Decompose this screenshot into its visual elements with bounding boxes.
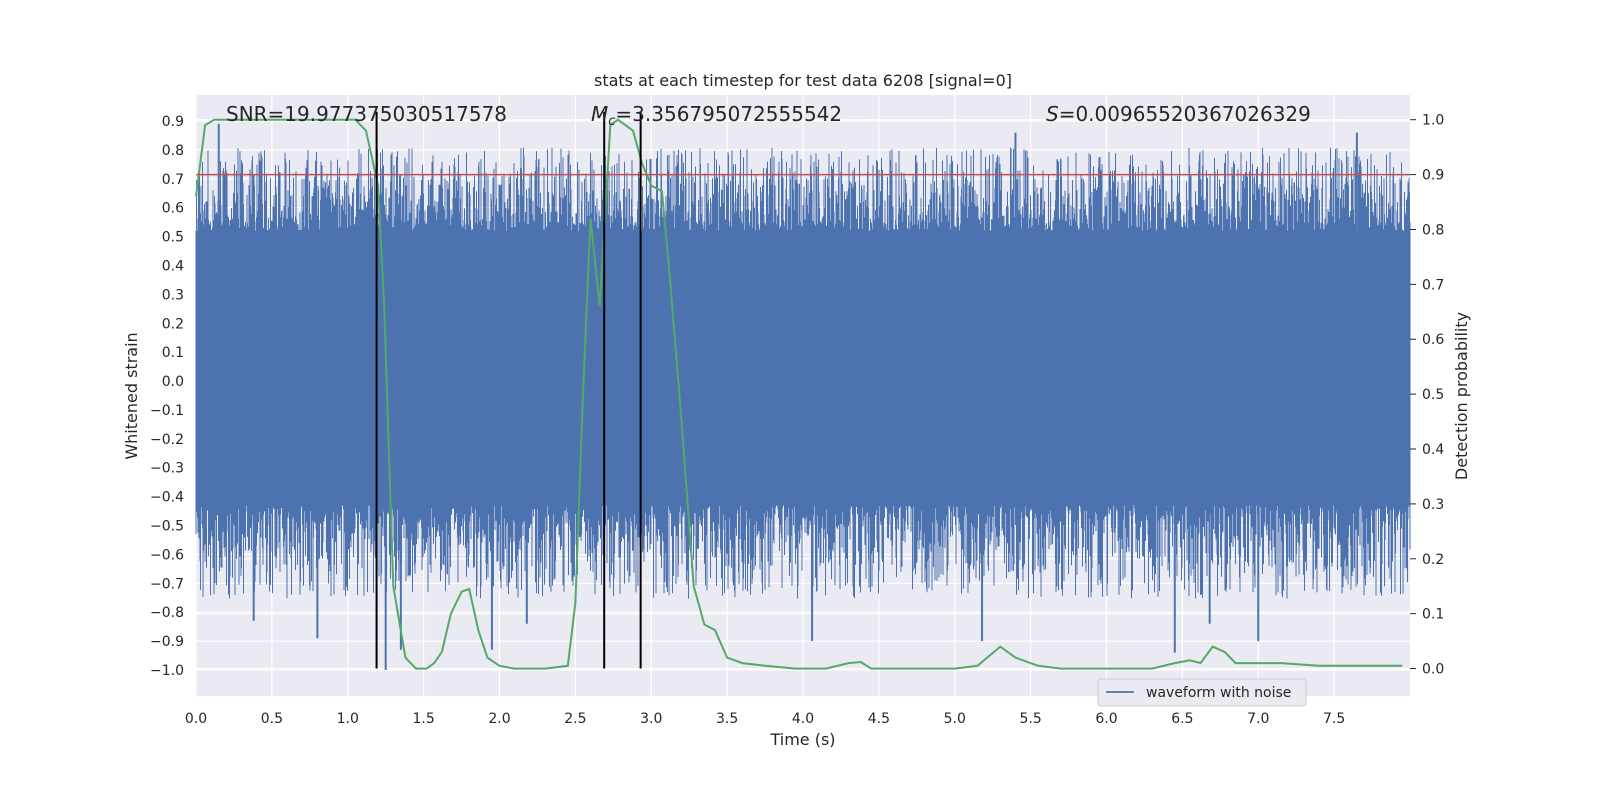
y-tick-label: −0.3 xyxy=(150,461,184,477)
y2-tick-label: 0.0 xyxy=(1422,662,1444,678)
y2-tick-label: 1.0 xyxy=(1422,113,1444,129)
detection-probability-line xyxy=(195,118,1403,670)
chart-title: stats at each timestep for test data 620… xyxy=(594,71,1012,90)
reference-lines-layer xyxy=(196,111,1410,669)
y-tick-label: 0.4 xyxy=(162,258,184,274)
noise-core-band xyxy=(196,230,1410,506)
y-tick-label: 0.3 xyxy=(162,287,184,303)
legend-label-waveform: waveform with noise xyxy=(1146,685,1291,701)
x-tick-label: 7.5 xyxy=(1323,711,1345,727)
y2-tick-label: 0.5 xyxy=(1422,387,1444,403)
y-tick-label: 0.7 xyxy=(162,172,184,188)
y2-tick-label: 0.9 xyxy=(1422,168,1444,184)
x-tick-label: 6.0 xyxy=(1095,711,1117,727)
legend: waveform with noise xyxy=(1097,678,1307,707)
y2-tick-label: 0.1 xyxy=(1422,607,1444,623)
x-tick-label: 7.0 xyxy=(1247,711,1269,727)
y-tick-label: 0.6 xyxy=(162,201,184,217)
chirp-mass-annotation: Mc=3.356795072555542 xyxy=(591,102,842,129)
y2-tick-label: 0.7 xyxy=(1422,277,1444,293)
x-tick-label: 1.0 xyxy=(337,711,359,727)
chirp-mass-symbol: M xyxy=(591,102,608,126)
x-tick-label: 5.5 xyxy=(1019,711,1041,727)
snr-annotation: SNR=19.977375030517578 xyxy=(226,102,507,126)
x-tick-label: 0.5 xyxy=(261,711,283,727)
y-axis-label: Whitened strain xyxy=(122,332,141,459)
chirp-mass-value: =3.356795072555542 xyxy=(615,102,842,126)
x-tick-label: 3.5 xyxy=(716,711,738,727)
x-tick-labels: 0.0 0.5 1.0 1.5 2.0 2.5 3.0 3.5 4.0 4.5 5.0 5.5 6.0 6… xyxy=(185,711,1345,727)
chirp-mass-subscript: c xyxy=(608,114,615,129)
s-value: =0.00965520367026329 xyxy=(1059,102,1311,126)
y-tick-label: 0.5 xyxy=(162,230,184,246)
y-tick-label: 0.0 xyxy=(162,374,184,390)
x-tick-label: 1.5 xyxy=(412,711,434,727)
x-tick-label: 3.0 xyxy=(640,711,662,727)
y-tick-label: −1.0 xyxy=(150,663,184,679)
x-axis-label: Time (s) xyxy=(769,730,835,749)
y2-axis-label: Detection probability xyxy=(1452,312,1471,480)
y-tick-label: 0.1 xyxy=(162,345,184,361)
x-tick-label: 2.5 xyxy=(564,711,586,727)
y-tick-label: −0.4 xyxy=(150,490,184,506)
s-annotation: S=0.00965520367026329 xyxy=(1046,102,1311,126)
x-tick-label: 2.0 xyxy=(488,711,510,727)
y2-tick-label: 0.4 xyxy=(1422,442,1444,458)
y-tick-label: −0.8 xyxy=(150,605,184,621)
y-tick-labels: 0.9 0.8 0.7 0.6 0.5 0.4 0.3 0.2 0.1 0.0 −0.1 −0.2 −0… xyxy=(150,114,184,679)
y-tick-label: −0.6 xyxy=(150,547,184,563)
noise-series-layer xyxy=(195,123,1411,670)
y-tick-label: −0.2 xyxy=(150,432,184,448)
x-tick-label: 6.5 xyxy=(1171,711,1193,727)
y-tick-label: 0.9 xyxy=(162,114,184,130)
y-tick-label: −0.9 xyxy=(150,634,184,650)
x-tick-label: 4.5 xyxy=(868,711,890,727)
y-tick-label: 0.8 xyxy=(162,143,184,159)
y2-tick-label: 0.6 xyxy=(1422,332,1444,348)
x-tick-label: 4.0 xyxy=(792,711,814,727)
probability-series-layer xyxy=(195,118,1403,670)
y-tick-label: −0.1 xyxy=(150,403,184,419)
y-tick-label: 0.2 xyxy=(162,316,184,332)
x-tick-label: 0.0 xyxy=(185,711,207,727)
y2-tick-label: 0.8 xyxy=(1422,222,1444,238)
y-tick-label: −0.7 xyxy=(150,576,184,592)
y-tick-label: −0.5 xyxy=(150,519,184,535)
y2-tick-label: 0.2 xyxy=(1422,552,1444,568)
y2-tick-labels: 1.0 0.9 0.8 0.7 0.6 0.5 0.4 0.3 0.2 0.1 0.0 xyxy=(1410,113,1444,678)
legend-box xyxy=(1097,678,1307,707)
x-tick-label: 5.0 xyxy=(944,711,966,727)
y2-tick-label: 0.3 xyxy=(1422,497,1444,513)
s-symbol: S xyxy=(1046,102,1059,126)
